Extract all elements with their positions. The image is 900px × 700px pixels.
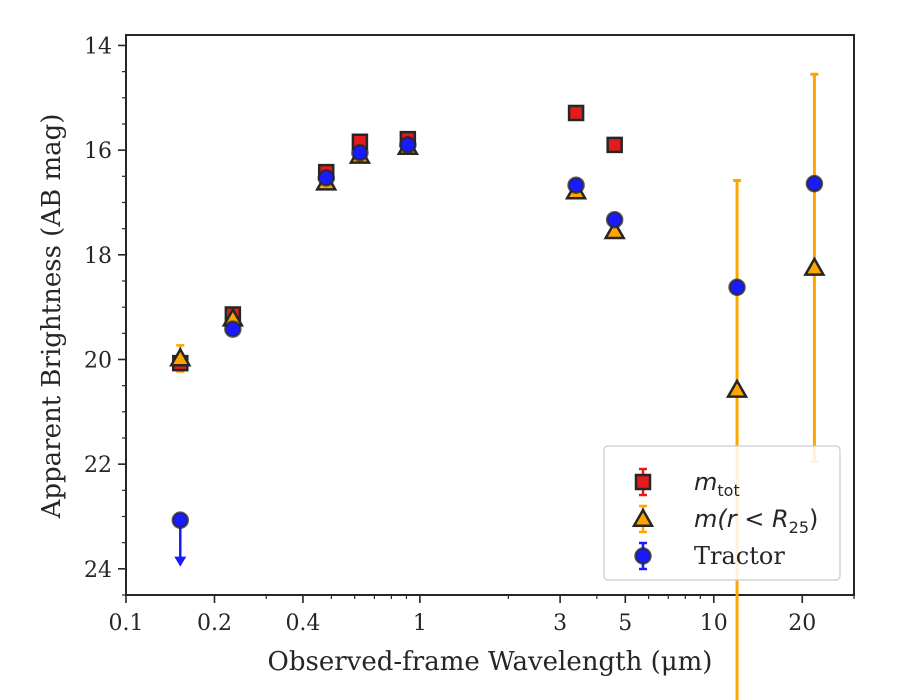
plot-frame [125, 34, 855, 596]
x-tick-label: 0.1 [109, 611, 144, 636]
y-tick-label: 18 [84, 244, 112, 269]
circle-marker [728, 278, 746, 297]
legend: mtot m(r < R25) Tractor [603, 445, 841, 581]
circle-marker [351, 144, 369, 162]
y-axis-title: Apparent Brightness (AB mag) [37, 114, 67, 520]
x-axis-title: Observed-frame Wavelength (μm) [268, 647, 713, 677]
legend-triangle-marker [631, 507, 655, 527]
circle-marker [171, 511, 190, 529]
triangle-marker [603, 219, 626, 240]
axis-labels: Observed-frame Wavelength (μm) Apparent … [37, 114, 712, 677]
triangle-marker [725, 378, 749, 398]
upper-limit-arrowhead [174, 556, 187, 567]
square-marker [606, 136, 623, 154]
circle-marker [317, 169, 335, 187]
triangle-marker [803, 256, 826, 276]
x-tick-label: 0.2 [197, 611, 232, 636]
circle-marker [605, 210, 624, 229]
legend-box [603, 445, 841, 581]
legend-square-marker [634, 473, 652, 491]
legend-circle-marker [634, 547, 652, 565]
x-tick-label: 5 [618, 611, 632, 636]
y-tick-label: 16 [84, 139, 112, 164]
circle-marker [224, 320, 242, 338]
legend-label: mtot [694, 468, 740, 500]
x-tick-label: 0.4 [285, 611, 320, 636]
x-tick-label: 1 [413, 611, 427, 636]
axes: 0.1 0.2 0.4 1 3 5 10 20 14 16 18 20 22 24 [84, 34, 855, 636]
y-tick-label: 22 [84, 453, 112, 478]
triangle-marker [169, 346, 192, 367]
circle-marker [399, 136, 417, 154]
x-tick-label: 10 [700, 611, 728, 636]
legend-label: m(r < R25) [694, 505, 818, 537]
error-bars [174, 72, 819, 700]
y-tick-label: 20 [84, 348, 112, 373]
x-tick-label: 20 [788, 611, 816, 636]
square-marker [567, 104, 585, 122]
y-tick-label: 24 [84, 558, 112, 583]
data-markers [169, 104, 826, 529]
x-tick-label: 3 [553, 611, 567, 636]
legend-label: Tractor [694, 542, 785, 570]
y-tick-label: 14 [84, 34, 112, 59]
circle-marker [805, 174, 824, 193]
circle-marker [567, 176, 585, 194]
